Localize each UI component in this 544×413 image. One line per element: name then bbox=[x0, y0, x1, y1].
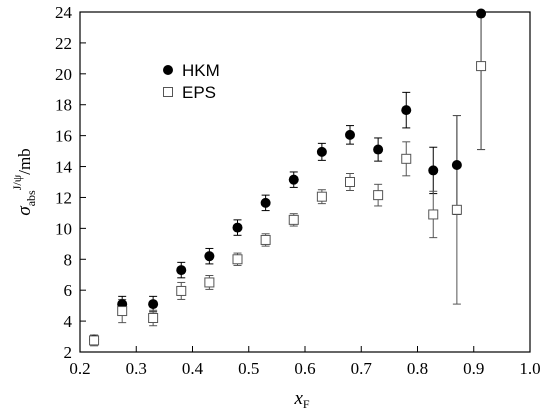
data-point-hkm bbox=[260, 197, 271, 208]
x-axis-title-main: x bbox=[293, 388, 303, 409]
y-tick-label: 24 bbox=[55, 3, 73, 22]
legend-label-eps: EPS bbox=[182, 83, 216, 102]
x-tick-label: 1.0 bbox=[519, 359, 540, 378]
legend-marker-hkm bbox=[163, 65, 173, 75]
data-point-eps bbox=[148, 313, 159, 323]
y-tick-label: 20 bbox=[55, 65, 72, 84]
y-axis-title-sub: abs bbox=[24, 190, 38, 206]
x-tick-label: 0.2 bbox=[69, 359, 90, 378]
data-point-hkm bbox=[345, 129, 355, 140]
data-point-eps bbox=[232, 254, 243, 265]
x-tick-label: 0.5 bbox=[238, 359, 259, 378]
x-axis-title: xF bbox=[293, 388, 309, 411]
data-point-hkm bbox=[428, 165, 439, 176]
data-point-eps bbox=[345, 177, 355, 187]
y-tick-label: 6 bbox=[64, 281, 73, 300]
data-point-hkm bbox=[451, 160, 462, 170]
data-point-eps bbox=[204, 277, 215, 288]
data-point-hkm bbox=[232, 222, 243, 233]
data-point-eps bbox=[117, 306, 128, 317]
y-tick-label: 4 bbox=[64, 312, 73, 331]
y-axis-title-sigma: σ bbox=[14, 206, 35, 216]
x-tick-label: 0.7 bbox=[351, 359, 373, 378]
x-tick-label: 0.6 bbox=[294, 359, 315, 378]
error-bars bbox=[90, 12, 486, 347]
x-tick-label: 0.9 bbox=[463, 359, 484, 378]
data-point-hkm bbox=[176, 265, 187, 276]
x-axis-title-sub: F bbox=[303, 397, 310, 411]
data-point-eps bbox=[476, 61, 487, 72]
y-axis-title-unit: /mb bbox=[15, 148, 34, 174]
data-point-eps bbox=[451, 204, 462, 215]
data-point-eps bbox=[288, 214, 299, 225]
y-tick-label: 22 bbox=[55, 34, 72, 53]
y-tick-label: 12 bbox=[55, 188, 72, 207]
data-point-hkm bbox=[476, 8, 487, 19]
x-tick-label: 0.4 bbox=[182, 359, 204, 378]
x-axis-ticks: 0.2 0.3 0.4 0.5 0.6 0.7 0.8 0.9 1.0 bbox=[69, 346, 541, 378]
data-point-eps bbox=[176, 285, 187, 296]
data-point-eps bbox=[373, 190, 384, 201]
y-tick-label: 8 bbox=[64, 250, 73, 269]
x-tick-label: 0.8 bbox=[407, 359, 428, 378]
svg-text:xF: xF bbox=[293, 388, 309, 411]
data-point-eps bbox=[260, 234, 271, 245]
svg-text:σabsJ/ψ/mb: σabsJ/ψ/mb bbox=[10, 148, 38, 215]
data-markers bbox=[89, 8, 487, 346]
data-point-eps bbox=[428, 209, 439, 220]
data-point-hkm bbox=[373, 144, 384, 155]
legend: HKM EPS bbox=[163, 61, 220, 102]
data-point-hkm bbox=[288, 174, 299, 185]
data-point-hkm bbox=[204, 251, 215, 262]
y-tick-label: 2 bbox=[64, 343, 73, 362]
x-tick-label: 0.3 bbox=[126, 359, 147, 378]
plot-frame bbox=[79, 11, 531, 353]
y-tick-label: 14 bbox=[55, 158, 73, 177]
data-point-hkm bbox=[148, 299, 159, 310]
y-axis-title-sup: J/ψ bbox=[10, 174, 24, 190]
y-tick-label: 16 bbox=[55, 127, 72, 146]
data-point-eps bbox=[316, 191, 327, 202]
data-point-eps bbox=[89, 335, 100, 346]
data-point-hkm bbox=[316, 146, 327, 157]
y-tick-label: 18 bbox=[55, 96, 72, 115]
y-axis-title: σabsJ/ψ/mb bbox=[10, 148, 38, 215]
data-point-eps bbox=[401, 153, 412, 164]
legend-label-hkm: HKM bbox=[182, 61, 220, 80]
data-point-hkm bbox=[401, 105, 412, 116]
y-tick-label: 10 bbox=[55, 219, 72, 238]
legend-marker-eps bbox=[163, 87, 173, 97]
